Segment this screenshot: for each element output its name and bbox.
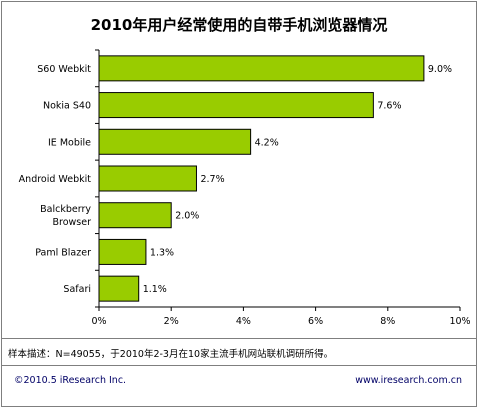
bar-value-label: 7.6% <box>377 101 401 112</box>
category-label: Android Webkit <box>19 174 92 185</box>
x-tick-label: 2% <box>164 316 179 327</box>
bar <box>98 202 172 229</box>
note-separator <box>1 338 477 339</box>
bar <box>98 92 374 119</box>
category-label: IE Mobile <box>48 137 91 148</box>
x-tick-label: 8% <box>380 316 395 327</box>
x-tick-label: 0% <box>91 316 106 327</box>
category-label: Safari <box>63 284 91 295</box>
x-tick-label: 10% <box>449 316 470 327</box>
bar-value-label: 9.0% <box>428 64 452 75</box>
bar-value-label: 1.1% <box>143 284 167 295</box>
bar <box>98 128 252 155</box>
bar-value-label: 1.3% <box>150 247 174 258</box>
sample-note: 样本描述：N=49055，于2010年2-3月在10家主流手机网站联机调研所得。 <box>8 349 334 360</box>
category-label: S60 Webkit <box>37 64 91 75</box>
category-label: Paml Blazer <box>35 247 91 258</box>
bar-value-label: 2.0% <box>175 211 199 222</box>
website-text: www.iresearch.com.cn <box>355 375 462 386</box>
x-tick-label: 4% <box>236 316 251 327</box>
bar <box>98 238 147 265</box>
bar <box>98 55 425 82</box>
x-tick-label: 6% <box>308 316 323 327</box>
chart-title: 2010年用户经常使用的自带手机浏览器情况 <box>90 16 388 34</box>
category-label: Nokia S40 <box>43 101 91 112</box>
bar <box>98 165 197 192</box>
bar-value-label: 4.2% <box>255 137 279 148</box>
category-label: Balckberry Browser <box>40 204 91 228</box>
bar <box>98 275 140 302</box>
copyright-text: ©2010.5 iResearch Inc. <box>14 375 127 386</box>
footer-separator <box>1 365 477 366</box>
bar-value-label: 2.7% <box>200 174 224 185</box>
